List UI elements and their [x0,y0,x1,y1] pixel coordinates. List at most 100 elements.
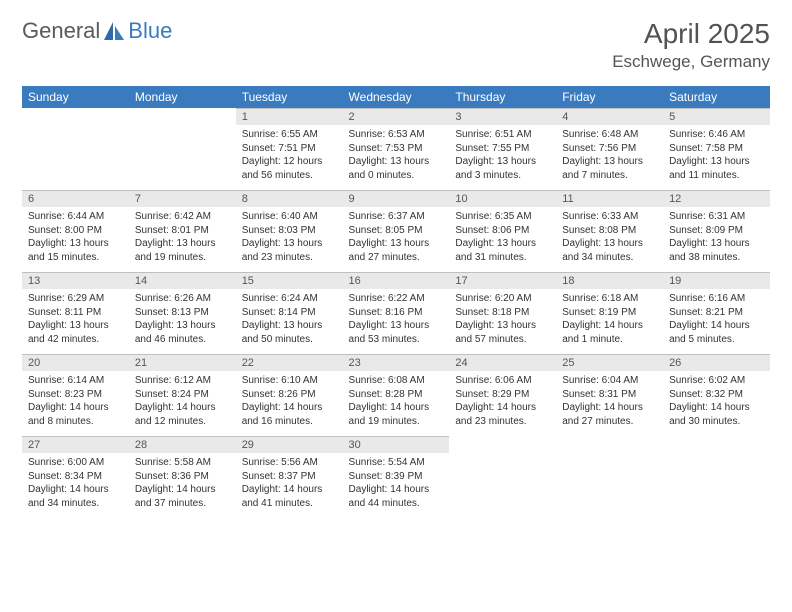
sunrise-line: Sunrise: 6:02 AM [669,374,764,388]
calendar-cell: 2Sunrise: 6:53 AMSunset: 7:53 PMDaylight… [343,108,450,190]
sunrise-line: Sunrise: 6:35 AM [455,210,550,224]
daylight-line: Daylight: 14 hours and 23 minutes. [455,401,550,428]
day-number: 12 [663,190,770,207]
sunset-line: Sunset: 8:00 PM [28,224,123,238]
logo-text-general: General [22,18,100,44]
day-number: 6 [22,190,129,207]
sunrise-line: Sunrise: 6:08 AM [349,374,444,388]
sunrise-line: Sunrise: 6:24 AM [242,292,337,306]
calendar-week-row: 6 Sunrise: 6:44 AMSunset: 8:00 PM Daylight… [22,190,770,272]
calendar-cell: 25Sunrise: 6:04 AMSunset: 8:31 PMDayligh… [556,354,663,436]
calendar-body: . . 1Sunrise: 6:55 AMSunset: 7:51 PMDayl… [22,108,770,518]
daylight-line: Daylight: 14 hours and 1 minute. [562,319,657,346]
day-details: Sunrise: 6:12 AMSunset: 8:24 PMDaylight:… [129,371,236,432]
day-details: Sunrise: 6:46 AMSunset: 7:58 PMDaylight:… [663,125,770,186]
daylight-line: Daylight: 13 hours and 19 minutes. [135,237,230,264]
sunrise-line: Sunrise: 6:16 AM [669,292,764,306]
day-number: 29 [236,436,343,453]
day-number: 26 [663,354,770,371]
day-number: 7 [129,190,236,207]
sunset-line: Sunset: 8:01 PM [135,224,230,238]
day-number: 8 [236,190,343,207]
day-number: 4 [556,108,663,125]
daylight-line: Daylight: 14 hours and 16 minutes. [242,401,337,428]
calendar-cell: 6Sunrise: 6:44 AMSunset: 8:00 PMDaylight… [22,190,129,272]
day-number: 21 [129,354,236,371]
sunrise-line: Sunrise: 6:37 AM [349,210,444,224]
day-number: 18 [556,272,663,289]
sunset-line: Sunset: 8:05 PM [349,224,444,238]
sunrise-line: Sunrise: 6:31 AM [669,210,764,224]
sunset-line: Sunset: 8:13 PM [135,306,230,320]
calendar-cell: 8Sunrise: 6:40 AMSunset: 8:03 PMDaylight… [236,190,343,272]
daylight-line: Daylight: 13 hours and 3 minutes. [455,155,550,182]
day-details: Sunrise: 5:56 AMSunset: 8:37 PMDaylight:… [236,453,343,514]
day-details: Sunrise: 6:14 AMSunset: 8:23 PMDaylight:… [22,371,129,432]
sunset-line: Sunset: 8:29 PM [455,388,550,402]
logo: General Blue [22,18,172,44]
sunrise-line: Sunrise: 6:44 AM [28,210,123,224]
day-details: Sunrise: 6:26 AMSunset: 8:13 PMDaylight:… [129,289,236,350]
sunrise-line: Sunrise: 6:33 AM [562,210,657,224]
daylight-line: Daylight: 14 hours and 34 minutes. [28,483,123,510]
calendar-cell: 17Sunrise: 6:20 AMSunset: 8:18 PMDayligh… [449,272,556,354]
daylight-line: Daylight: 14 hours and 41 minutes. [242,483,337,510]
day-details: Sunrise: 5:58 AMSunset: 8:36 PMDaylight:… [129,453,236,514]
day-number: 3 [449,108,556,125]
day-details: Sunrise: 6:00 AMSunset: 8:34 PMDaylight:… [22,453,129,514]
day-details: Sunrise: 6:42 AMSunset: 8:01 PMDaylight:… [129,207,236,268]
calendar-cell: 14Sunrise: 6:26 AMSunset: 8:13 PMDayligh… [129,272,236,354]
day-number: 22 [236,354,343,371]
logo-text-blue: Blue [128,18,172,44]
sunrise-line: Sunrise: 6:14 AM [28,374,123,388]
sunset-line: Sunset: 8:36 PM [135,470,230,484]
page-title: April 2025 [612,18,770,50]
sunset-line: Sunset: 8:03 PM [242,224,337,238]
daylight-line: Daylight: 13 hours and 38 minutes. [669,237,764,264]
day-number: 28 [129,436,236,453]
sail-icon [104,22,124,40]
sunset-line: Sunset: 8:39 PM [349,470,444,484]
calendar-cell: . [556,436,663,518]
weekday-header: Wednesday [343,86,450,108]
sunset-line: Sunset: 8:31 PM [562,388,657,402]
daylight-line: Daylight: 14 hours and 37 minutes. [135,483,230,510]
day-details: Sunrise: 6:02 AMSunset: 8:32 PMDaylight:… [663,371,770,432]
sunrise-line: Sunrise: 5:56 AM [242,456,337,470]
calendar-cell: 28Sunrise: 5:58 AMSunset: 8:36 PMDayligh… [129,436,236,518]
calendar-cell: 5Sunrise: 6:46 AMSunset: 7:58 PMDaylight… [663,108,770,190]
sunrise-line: Sunrise: 6:55 AM [242,128,337,142]
day-number: 5 [663,108,770,125]
day-number: 16 [343,272,450,289]
calendar-week-row: 27Sunrise: 6:00 AMSunset: 8:34 PMDayligh… [22,436,770,518]
day-number: 13 [22,272,129,289]
sunrise-line: Sunrise: 6:29 AM [28,292,123,306]
day-details: Sunrise: 6:16 AMSunset: 8:21 PMDaylight:… [663,289,770,350]
weekday-header: Sunday [22,86,129,108]
day-number: 27 [22,436,129,453]
day-details: Sunrise: 6:29 AMSunset: 8:11 PMDaylight:… [22,289,129,350]
daylight-line: Daylight: 14 hours and 44 minutes. [349,483,444,510]
sunset-line: Sunset: 8:37 PM [242,470,337,484]
sunset-line: Sunset: 8:21 PM [669,306,764,320]
sunset-line: Sunset: 8:09 PM [669,224,764,238]
sunset-line: Sunset: 7:58 PM [669,142,764,156]
daylight-line: Daylight: 13 hours and 53 minutes. [349,319,444,346]
daylight-line: Daylight: 13 hours and 0 minutes. [349,155,444,182]
calendar-cell: 20Sunrise: 6:14 AMSunset: 8:23 PMDayligh… [22,354,129,436]
sunset-line: Sunset: 7:51 PM [242,142,337,156]
day-number: 1 [236,108,343,125]
day-number: 25 [556,354,663,371]
sunset-line: Sunset: 8:19 PM [562,306,657,320]
daylight-line: Daylight: 13 hours and 57 minutes. [455,319,550,346]
day-details: Sunrise: 6:37 AMSunset: 8:05 PMDaylight:… [343,207,450,268]
sunset-line: Sunset: 8:18 PM [455,306,550,320]
calendar-cell: 11Sunrise: 6:33 AMSunset: 8:08 PMDayligh… [556,190,663,272]
sunrise-line: Sunrise: 6:53 AM [349,128,444,142]
day-details: Sunrise: 6:31 AMSunset: 8:09 PMDaylight:… [663,207,770,268]
day-details: Sunrise: 6:35 AMSunset: 8:06 PMDaylight:… [449,207,556,268]
daylight-line: Daylight: 13 hours and 7 minutes. [562,155,657,182]
sunrise-line: Sunrise: 6:04 AM [562,374,657,388]
header: General Blue April 2025 Eschwege, German… [22,18,770,72]
sunrise-line: Sunrise: 5:54 AM [349,456,444,470]
